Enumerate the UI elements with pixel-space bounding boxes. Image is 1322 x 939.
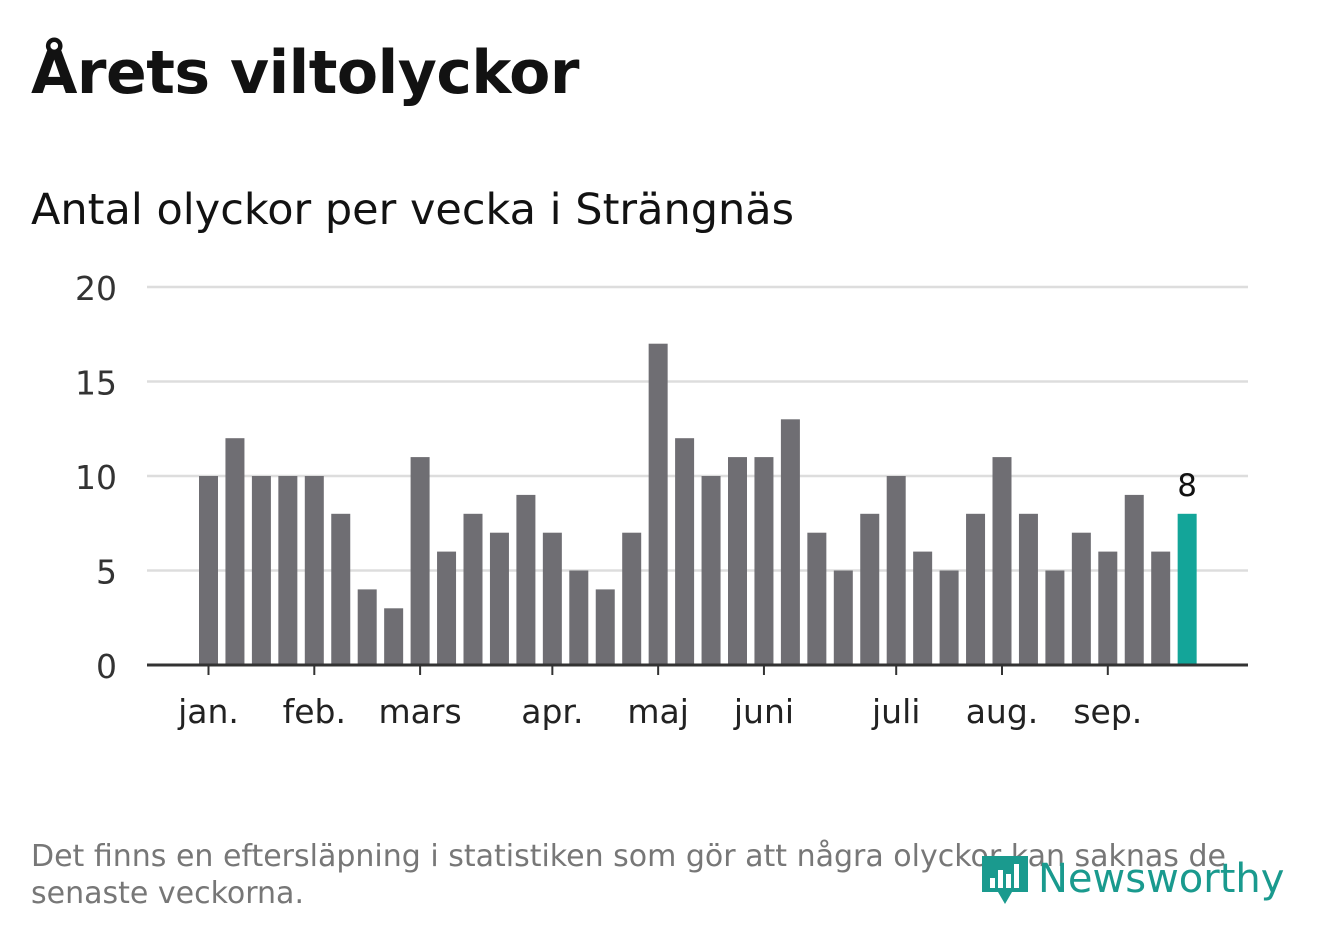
bar xyxy=(913,551,933,665)
x-tick-label: juli xyxy=(871,692,920,731)
x-tick-label: juni xyxy=(733,692,794,731)
bar xyxy=(384,608,404,665)
bar xyxy=(754,457,774,665)
y-tick-label: 10 xyxy=(75,458,117,497)
bar xyxy=(542,532,562,665)
bar xyxy=(304,476,324,665)
y-tick-label: 5 xyxy=(96,553,117,592)
bar xyxy=(622,532,642,665)
bar xyxy=(1018,513,1038,665)
y-tick-label: 15 xyxy=(75,364,117,403)
bar xyxy=(516,494,536,665)
chart-subtitle: Antal olyckor per vecka i Strängnäs xyxy=(31,185,795,235)
bar xyxy=(225,438,245,665)
bar xyxy=(278,476,298,665)
bar xyxy=(728,457,747,665)
bar xyxy=(595,589,615,665)
newsworthy-logo: Newsworthy xyxy=(980,850,1284,908)
bar xyxy=(1045,570,1065,665)
bar xyxy=(199,476,218,665)
x-tick-label: maj xyxy=(627,692,689,731)
bar xyxy=(463,513,483,665)
bar xyxy=(939,570,959,665)
bar xyxy=(331,513,351,665)
bar xyxy=(860,513,880,665)
y-tick-label: 20 xyxy=(75,269,117,308)
y-tick-label: 0 xyxy=(96,647,117,686)
bar xyxy=(357,589,377,665)
bar xyxy=(489,532,509,665)
bar-latest xyxy=(1177,513,1197,665)
x-tick-label: mars xyxy=(379,692,462,731)
bar xyxy=(410,457,430,665)
x-tick-label: jan. xyxy=(177,692,239,731)
data-label-latest: 8 xyxy=(1177,468,1197,504)
bar xyxy=(675,438,695,665)
bar xyxy=(886,476,906,665)
x-tick-label: aug. xyxy=(966,692,1039,731)
bar xyxy=(1071,532,1091,665)
bar xyxy=(966,513,986,665)
x-tick-label: sep. xyxy=(1073,692,1142,731)
bar xyxy=(648,343,668,665)
bar xyxy=(569,570,589,665)
newsworthy-logo-icon xyxy=(982,856,1028,904)
x-tick-label: feb. xyxy=(283,692,346,731)
bar xyxy=(807,532,827,665)
bar xyxy=(833,570,853,665)
newsworthy-logo-text: Newsworthy xyxy=(1038,856,1285,902)
x-tick-label: apr. xyxy=(521,692,583,731)
bar xyxy=(701,476,721,665)
bar xyxy=(1124,494,1144,665)
bar xyxy=(437,551,457,665)
bar xyxy=(251,476,271,665)
bar xyxy=(1151,551,1171,665)
bar xyxy=(780,419,800,665)
bar xyxy=(992,457,1012,665)
bar xyxy=(1098,551,1118,665)
chart-title: Årets viltolyckor xyxy=(31,38,580,108)
